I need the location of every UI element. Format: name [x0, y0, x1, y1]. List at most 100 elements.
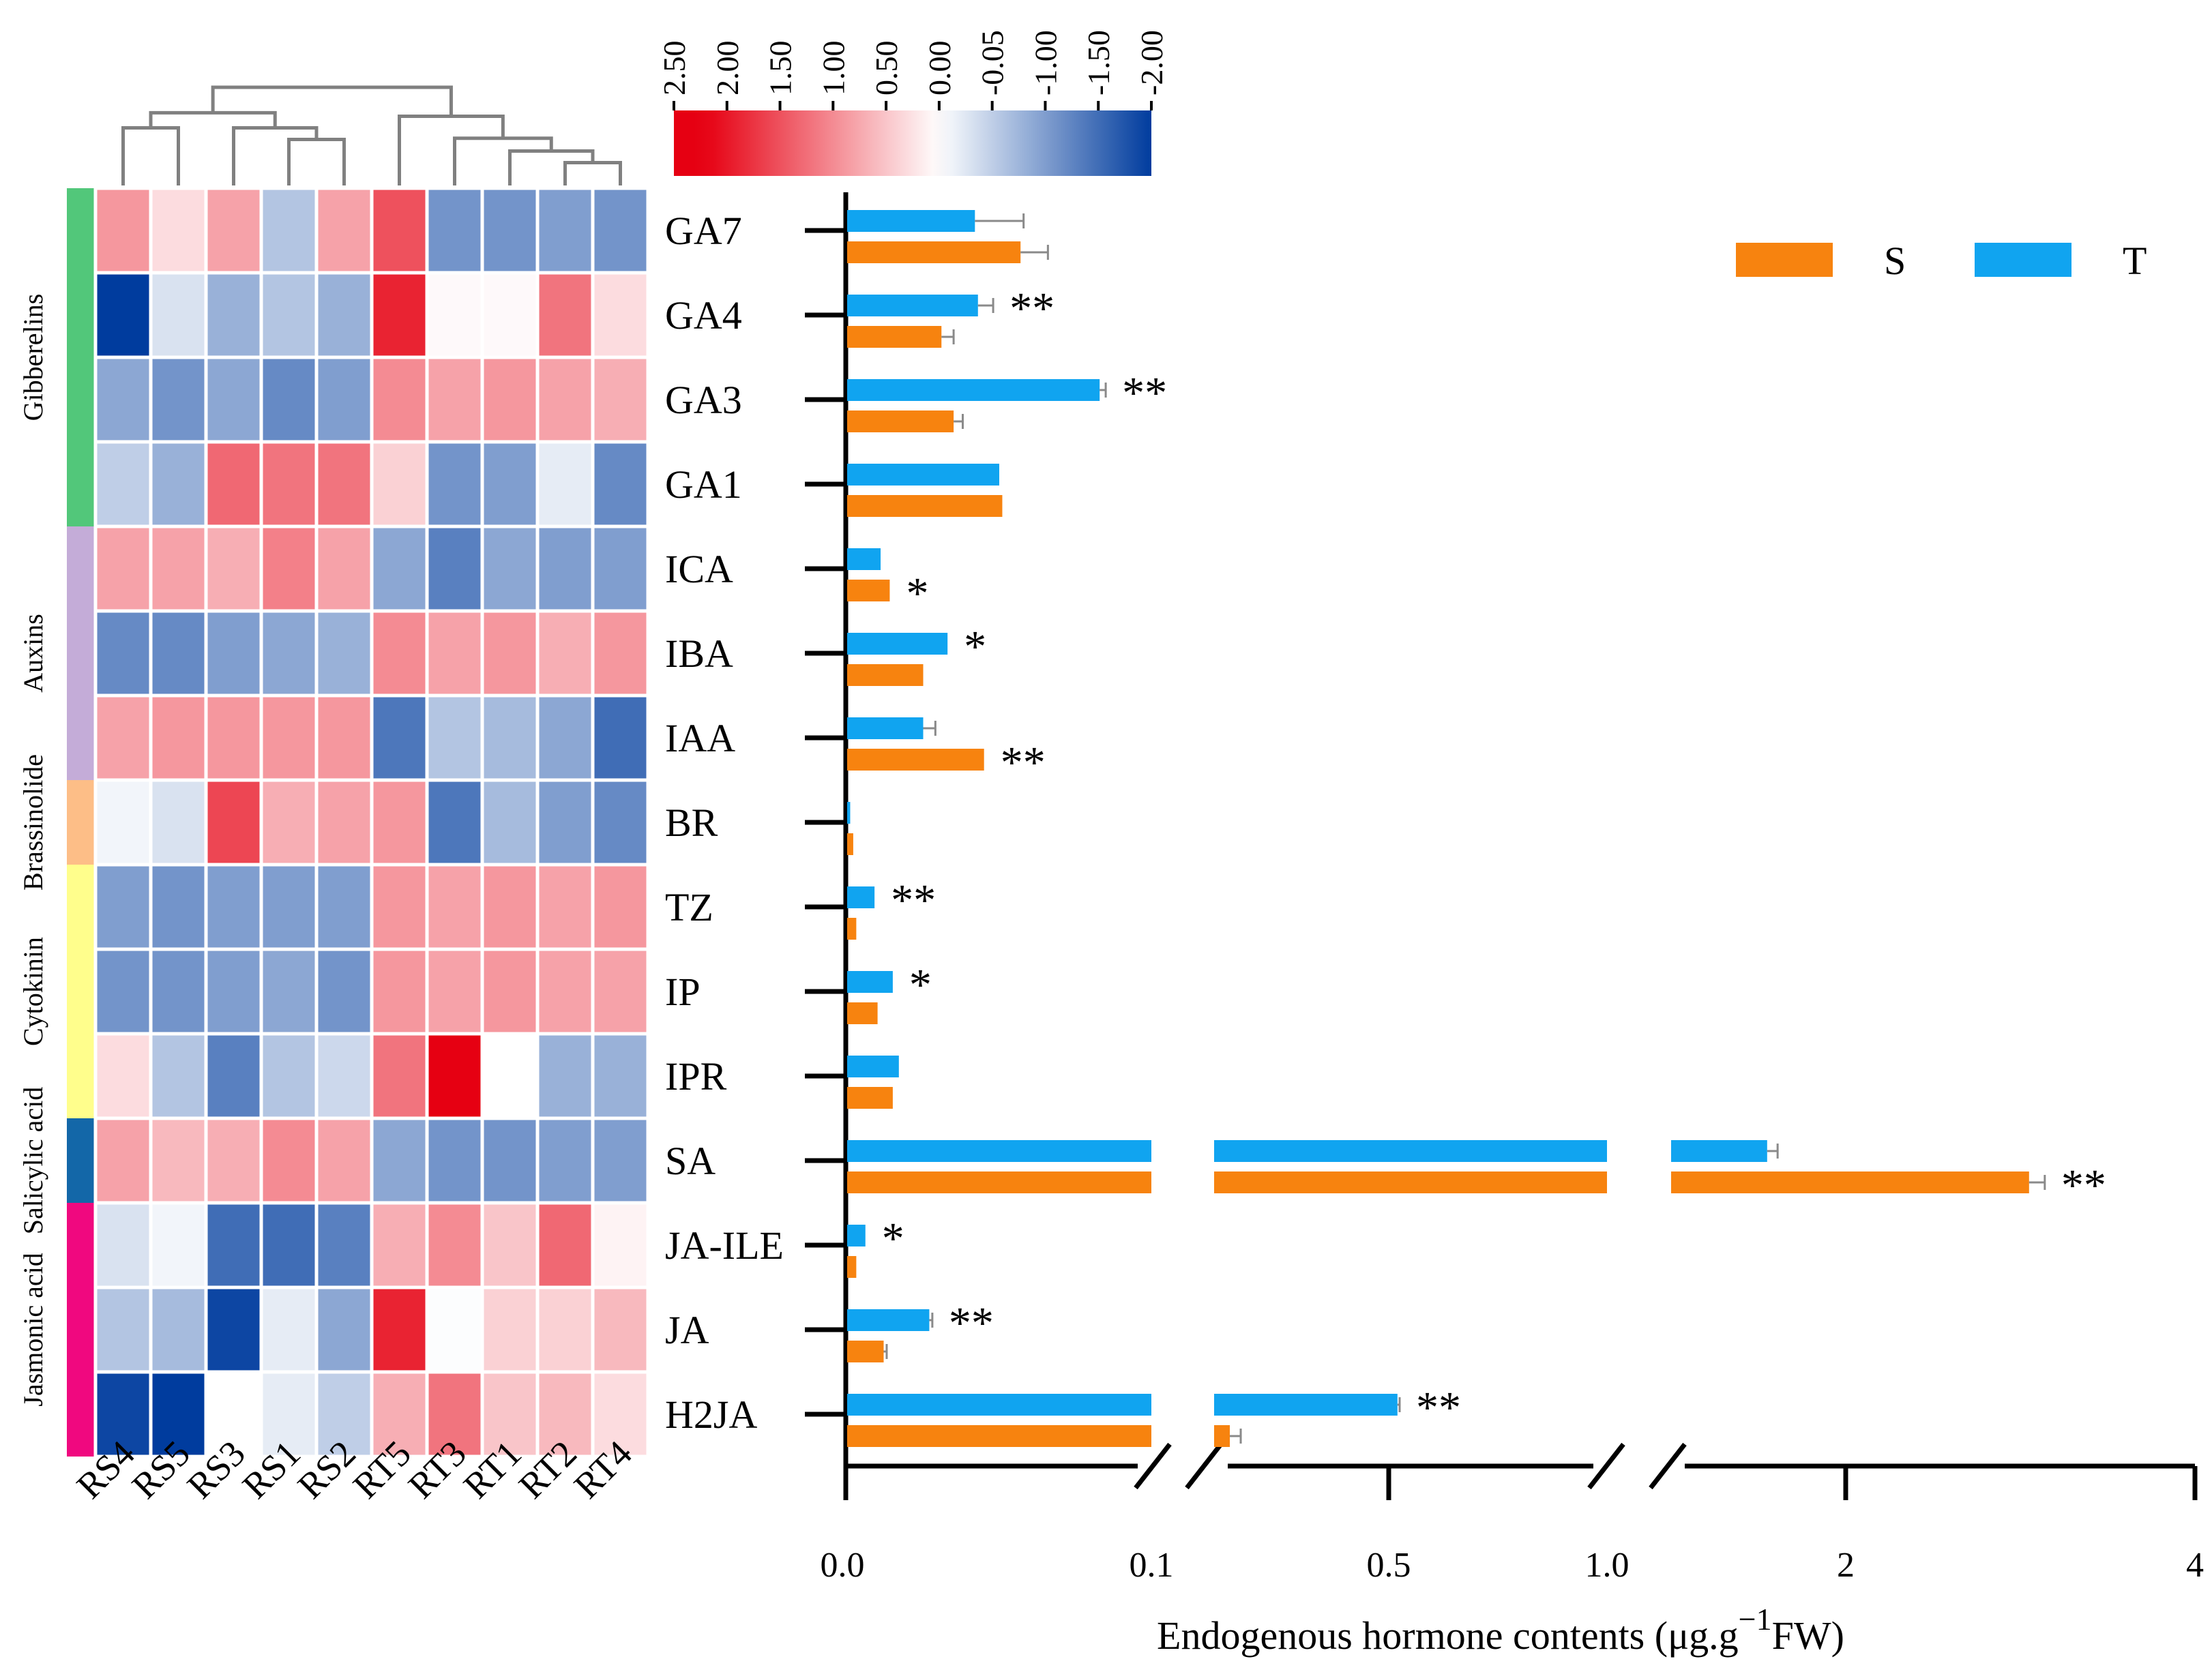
- heatmap-cell-TZ-RS2: [314, 863, 374, 951]
- bar-GA3-S-part-0: [847, 410, 954, 432]
- y-tick-label-TZ: TZ: [665, 885, 713, 929]
- errorbar-JA-T: [929, 1313, 934, 1328]
- x-tick-label-0: 0.0: [821, 1546, 865, 1585]
- heatmap-cell-IAA-RT4: [591, 693, 650, 782]
- bar-H2JA-S-part-1: [1214, 1425, 1230, 1447]
- heatmap-cell-JA-ILE-RS4: [93, 1201, 153, 1289]
- x-axis-title: Endogenous hormone contents (μg.g−1FW): [1157, 1602, 1844, 1658]
- heatmap-cell-IBA-RS1: [259, 609, 319, 698]
- heatmap-cell-BR-RT4: [591, 778, 650, 867]
- axis-break-mark-0: [1134, 1442, 1172, 1490]
- heatmap-cell-JA-ILE-RS2: [314, 1201, 374, 1289]
- heatmap-cell-GA1-RS3: [204, 440, 263, 528]
- errorbar-H2JA-S: [1230, 1429, 1242, 1444]
- heatmap-cell-GA4-RS4: [93, 271, 153, 359]
- heatmap-cell-GA1-RT3: [425, 440, 484, 528]
- heatmap-cell-GA1-RT4: [591, 440, 650, 528]
- bar-H2JA-T-part-0: [847, 1394, 1151, 1416]
- heatmap-cell-GA7-RT1: [480, 186, 540, 275]
- heatmap-cell-GA3-RT3: [425, 355, 484, 444]
- heatmap-cell-BR-RT3: [425, 778, 484, 867]
- axis-break-mark-2: [1587, 1442, 1625, 1490]
- heatmap-cell-BR-RS4: [93, 778, 153, 867]
- heatmap-cell-ICA-RT5: [370, 524, 429, 613]
- heatmap-cell-GA1-RT2: [535, 440, 595, 528]
- y-tick-label-IBA: IBA: [665, 631, 733, 676]
- heatmap-cell-SA-RS1: [259, 1116, 319, 1205]
- significance-mark-GA4: **: [1009, 284, 1055, 333]
- heatmap-cell-IPR-RT1: [480, 1032, 540, 1120]
- heatmap-cell-JA-ILE-RT3: [425, 1201, 484, 1289]
- axis-break-mark-3: [1649, 1442, 1687, 1490]
- colorbar-tick-label-6: -0.05: [975, 30, 1010, 95]
- colorbar-ramp: [674, 110, 1151, 176]
- heatmap-cell-IP-RS5: [149, 947, 208, 1036]
- dendrogram-branch-3: [453, 136, 553, 185]
- heatmap-cell-IPR-RT4: [591, 1032, 650, 1120]
- heatmap-cell-H2JA-RS5: [149, 1370, 208, 1459]
- heatmap-cell-GA4-RS2: [314, 271, 374, 359]
- heatmap-cell-JA-RS2: [314, 1285, 374, 1374]
- heatmap-cell-JA-RT3: [425, 1285, 484, 1374]
- bar-IP-S-part-0: [847, 1002, 878, 1024]
- heatmap-grid: [93, 186, 650, 1459]
- heatmap-cell-IAA-RT2: [535, 693, 595, 782]
- bar-SA-S-part-0: [847, 1171, 1151, 1193]
- heatmap-cell-IPR-RT5: [370, 1032, 429, 1120]
- bar-IAA-T-part-0: [847, 717, 924, 739]
- heatmap-cell-BR-RS2: [314, 778, 374, 867]
- y-tick-label-IAA: IAA: [665, 716, 735, 760]
- heatmap-cell-IBA-RS2: [314, 609, 374, 698]
- heatmap-cell-IAA-RS4: [93, 693, 153, 782]
- colorbar: 2.50 2.00 1.50 1.00 0.50 0.00 -0.05 -1.00 -1.50-…: [657, 30, 1169, 176]
- heatmap-cell-H2JA-RS4: [93, 1370, 153, 1459]
- group-label-1: Auxins: [18, 614, 48, 693]
- dendrogram-branch-7: [149, 110, 277, 128]
- bar-JA-S-part-0: [847, 1341, 884, 1362]
- dendrogram-branch-8: [211, 85, 453, 117]
- heatmap-cell-JA-ILE-RS5: [149, 1201, 208, 1289]
- colorbar-tick-label-8: -1.50: [1081, 30, 1116, 95]
- bar-SA-T-part-2: [1671, 1140, 1767, 1162]
- significance-mark-SA: **: [2061, 1161, 2106, 1210]
- heatmap-cell-IP-RS4: [93, 947, 153, 1036]
- heatmap-cell-GA7-RT3: [425, 186, 484, 275]
- errorbar-H2JA-T: [1397, 1397, 1401, 1412]
- heatmap-cell-GA4-RS5: [149, 271, 208, 359]
- heatmap-cell-SA-RT1: [480, 1116, 540, 1205]
- bar-GA7-T-part-0: [847, 210, 975, 232]
- column-dendrogram: [121, 85, 622, 185]
- heatmap-cell-GA3-RT1: [480, 355, 540, 444]
- heatmap-cell-SA-RT3: [425, 1116, 484, 1205]
- axis-break-mark-1: [1185, 1442, 1223, 1490]
- heatmap-cell-JA-RS5: [149, 1285, 208, 1374]
- bar-JA-T-part-0: [847, 1309, 930, 1331]
- heatmap-cell-ICA-RT3: [425, 524, 484, 613]
- heatmap-cell-SA-RS3: [204, 1116, 263, 1205]
- errorbar-GA7-T: [975, 213, 1025, 228]
- bar-GA7-S-part-0: [847, 241, 1021, 263]
- heatmap-cell-IAA-RT3: [425, 693, 484, 782]
- heatmap-cell-JA-ILE-RT2: [535, 1201, 595, 1289]
- heatmap-cell-SA-RT5: [370, 1116, 429, 1205]
- heatmap-cell-IAA-RS2: [314, 693, 374, 782]
- heatmap-cell-GA7-RS1: [259, 186, 319, 275]
- bar-GA1-S-part-0: [847, 495, 1003, 517]
- heatmap-cell-TZ-RT1: [480, 863, 540, 951]
- significance-mark-GA3: **: [1122, 368, 1167, 418]
- heatmap-cell-JA-RT4: [591, 1285, 650, 1374]
- bar-JA-ILE-T-part-0: [847, 1225, 866, 1246]
- bar-IBA-S-part-0: [847, 664, 924, 686]
- bar-BR-T-part-0: [847, 802, 851, 824]
- heatmap-cell-SA-RT4: [591, 1116, 650, 1205]
- heatmap-cell-JA-ILE-RS3: [204, 1201, 263, 1289]
- y-tick-label-ICA: ICA: [665, 547, 733, 591]
- heatmap-cell-BR-RS5: [149, 778, 208, 867]
- colorbar-tick-label-1: 2.00: [710, 41, 745, 96]
- heatmap-cell-IBA-RT3: [425, 609, 484, 698]
- heatmap-cell-H2JA-RT5: [370, 1370, 429, 1459]
- bar-SA-T-part-0: [847, 1140, 1151, 1162]
- heatmap-cell-IAA-RS3: [204, 693, 263, 782]
- heatmap-cell-H2JA-RT4: [591, 1370, 650, 1459]
